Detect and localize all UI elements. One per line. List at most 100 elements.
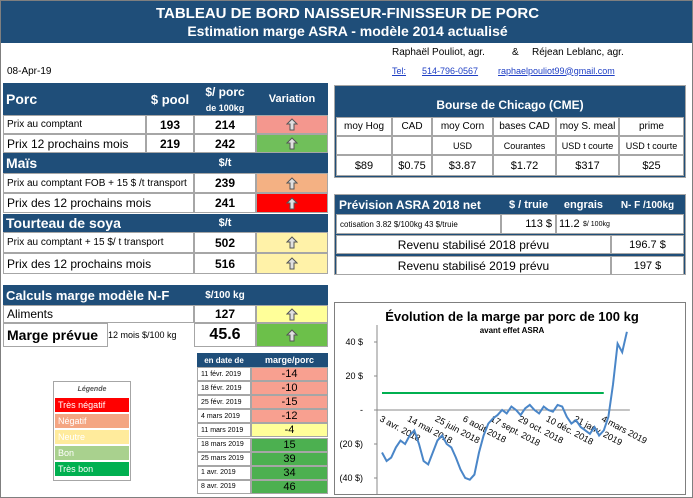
unit: $/ 100kg <box>583 220 610 228</box>
value: 15 <box>251 437 328 452</box>
unit <box>392 136 432 155</box>
column-header: CAD <box>392 117 432 136</box>
row-label: Revenu stabilisé 2019 prévu <box>336 256 611 275</box>
column-header: moy S. meal <box>556 117 619 136</box>
section-header: Porc <box>3 83 146 115</box>
column-header: moy Hog <box>336 117 392 136</box>
column-header: marge/porc <box>251 353 328 367</box>
author-sep: & <box>512 46 519 58</box>
value: 516 <box>194 253 256 274</box>
value: -14 <box>251 367 328 382</box>
column-header: $ / truie <box>508 199 549 211</box>
row-label: Prix au comptant <box>3 115 146 134</box>
variation <box>256 323 328 347</box>
arrow-icon <box>286 137 298 150</box>
variation <box>256 193 328 213</box>
unit: Courantes <box>493 136 556 155</box>
column-header: de 100kg <box>194 101 256 115</box>
arrow-icon <box>286 236 298 249</box>
y-tick-label: 40 $ <box>345 337 363 347</box>
row-label: Prix au comptant + 15 $/ t transport <box>3 232 194 253</box>
row-label: Prix des 12 prochains mois <box>3 253 194 274</box>
column-header: $ pool <box>146 83 194 115</box>
date: 18 févr. 2019 <box>197 381 251 396</box>
section-header: Calculs marge modèle N-F <box>3 285 194 305</box>
value: -10 <box>251 381 328 396</box>
section-header <box>256 285 328 305</box>
y-tick-label: (40 $) <box>339 473 363 483</box>
arrow-icon <box>286 328 298 341</box>
value: $0.75 <box>392 155 432 176</box>
legend-item: Très bon <box>55 462 129 476</box>
value: 241 <box>194 193 256 213</box>
section-header <box>256 214 328 232</box>
legend-item: Neutre <box>55 430 129 444</box>
unit: USD t courte <box>556 136 619 155</box>
tel-label[interactable]: Tel: <box>392 65 407 76</box>
section-header <box>256 153 328 173</box>
value: $317 <box>556 155 619 176</box>
unit <box>336 136 392 155</box>
value: 196.7 $ <box>611 235 684 254</box>
arrow-icon <box>286 118 298 131</box>
variation <box>256 173 328 193</box>
value: $1.72 <box>493 155 556 176</box>
value: 34 <box>251 465 328 480</box>
date: 8 avr. 2019 <box>197 479 251 494</box>
chart-title: Évolution de la marge par porc de 100 kg <box>385 309 639 324</box>
column-header: engrais <box>563 199 604 211</box>
cotisation: cotisation 3.82 $/100kg 43 $/truie <box>336 214 501 234</box>
value: 113 $ <box>501 214 556 234</box>
unit: USD t courte <box>619 136 684 155</box>
variation <box>256 134 328 153</box>
value: 39 <box>251 451 328 466</box>
y-tick-label: (20 $) <box>339 439 363 449</box>
value: 242 <box>194 134 256 153</box>
unit: USD <box>432 136 493 155</box>
arrow-icon <box>286 176 298 189</box>
legend-item: Bon <box>55 446 129 460</box>
value: -4 <box>251 423 328 438</box>
arrow-icon <box>286 257 298 270</box>
column-header: prime <box>619 117 684 136</box>
value: -12 <box>251 409 328 424</box>
row-label: Prix 12 prochains mois <box>3 134 146 153</box>
tel[interactable]: 514-796-0567 <box>422 65 479 76</box>
value: 193 <box>146 115 194 134</box>
title: TABLEAU DE BORD NAISSEUR-FINISSEUR DE PO… <box>155 4 540 22</box>
arrow-icon <box>286 307 298 320</box>
date: 08-Apr-19 <box>7 65 52 77</box>
row-label: Prix des 12 prochains mois <box>3 193 194 213</box>
date: 25 mars 2019 <box>197 451 251 466</box>
column-header: moy Corn <box>432 117 493 136</box>
value: -15 <box>251 395 328 410</box>
value: 239 <box>194 173 256 193</box>
row-unit: 12 mois $/100 kg <box>108 330 177 340</box>
panel-cell <box>556 214 684 234</box>
variation <box>256 115 328 134</box>
column-header: $/t <box>194 153 256 173</box>
date: 18 mars 2019 <box>197 437 251 452</box>
date: 11 mars 2019 <box>197 423 251 438</box>
email[interactable]: raphaelpouliot99@gmail.com <box>498 65 615 76</box>
panel-title: Bourse de Chicago (CME) <box>436 98 584 112</box>
legend-item: Négatif <box>55 414 129 428</box>
variation <box>256 232 328 253</box>
section-header: Maïs <box>3 153 194 173</box>
variation <box>256 253 328 274</box>
value: 219 <box>146 134 194 153</box>
column-header: $/100 kg <box>194 285 256 305</box>
subtitle: Estimation marge ASRA - modèle 2014 actu… <box>187 23 508 39</box>
author: Raphaël Pouliot, agr. <box>392 46 485 58</box>
legend-title: Légende <box>77 385 107 393</box>
legend-item: Très négatif <box>55 398 129 412</box>
value: 502 <box>194 232 256 253</box>
date: 1 avr. 2019 <box>197 465 251 480</box>
value: 11.2 <box>559 218 580 230</box>
row-label: Prix au comptant FOB + 15 $ /t transport <box>3 173 194 193</box>
column-header: N- F /100kg <box>620 199 675 211</box>
value: $89 <box>336 155 392 176</box>
value: 127 <box>194 305 256 323</box>
author: Réjean Leblanc, agr. <box>532 46 624 58</box>
